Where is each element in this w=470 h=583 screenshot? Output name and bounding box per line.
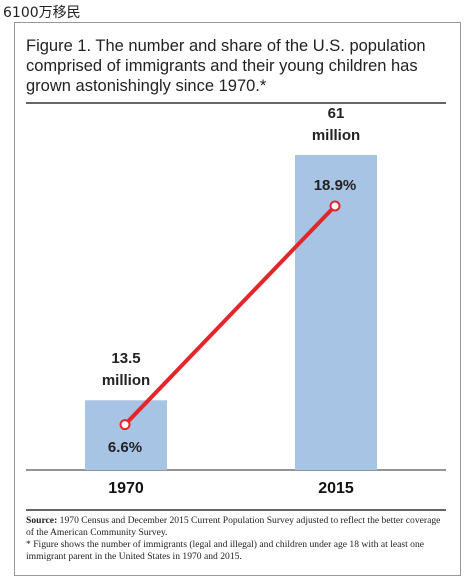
bar-value-label: 13.5 million bbox=[101, 350, 151, 390]
share-point bbox=[329, 200, 341, 212]
source-text: 1970 Census and December 2015 Current Po… bbox=[26, 515, 441, 538]
source: Source: 1970 Census and December 2015 Cu… bbox=[26, 515, 450, 539]
source-label: Source: bbox=[26, 515, 58, 526]
notes: Source: 1970 Census and December 2015 Cu… bbox=[26, 515, 450, 563]
bar bbox=[85, 400, 167, 470]
caption: 6100万移民 bbox=[3, 5, 81, 21]
share-line bbox=[123, 204, 337, 427]
x-tick-label: 2015 bbox=[318, 480, 354, 497]
frame bbox=[14, 22, 461, 576]
share-label: 18.9% bbox=[313, 176, 357, 194]
x-tick-label: 1970 bbox=[108, 480, 144, 497]
chart-title: Figure 1. The number and share of the U.… bbox=[26, 37, 426, 95]
footnote: * Figure shows the number of immigrants … bbox=[26, 539, 425, 562]
share-point bbox=[119, 419, 131, 431]
share-label: 6.6% bbox=[107, 438, 143, 456]
bar-value-label: 61 million bbox=[311, 105, 361, 144]
